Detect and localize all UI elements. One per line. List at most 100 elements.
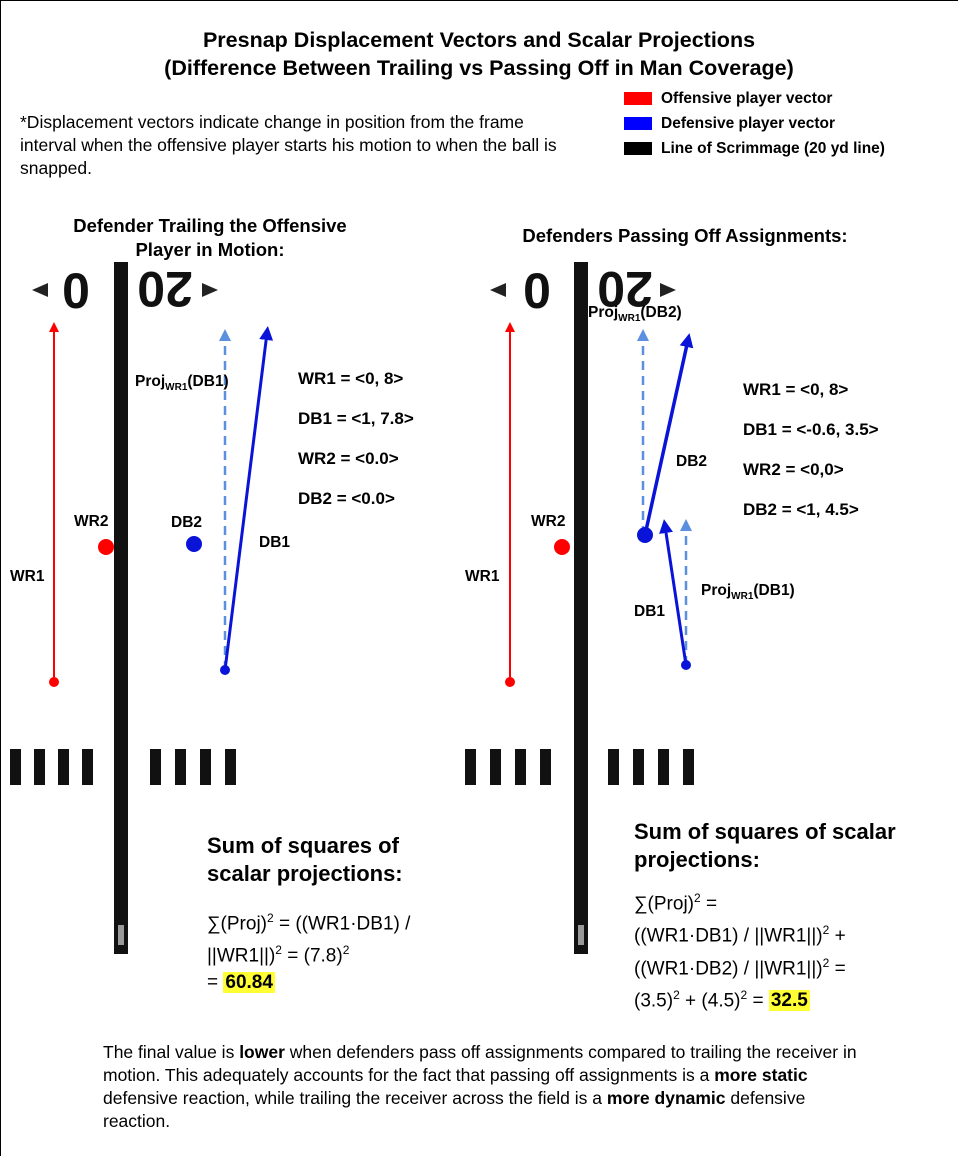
right-db1-origin bbox=[681, 660, 691, 670]
left-formula: ∑(Proj)2 = ((WR1·DB1) / ||WR1||)2 = (7.8… bbox=[207, 905, 410, 996]
right-direction-arrow-icon bbox=[490, 283, 506, 297]
proj-text: Proj bbox=[701, 582, 732, 599]
formula-text: + (4.5) bbox=[679, 990, 741, 1012]
right-sum-title-line-2: projections: bbox=[634, 847, 760, 872]
right-db2-dot bbox=[637, 527, 653, 543]
formula-text: = (7.8) bbox=[281, 945, 343, 967]
left-sum-title: Sum of squares of scalar projections: bbox=[207, 832, 403, 888]
right-proj-db1-label: ProjWR1(DB1) bbox=[701, 582, 795, 606]
left-field: 0 20 bbox=[10, 262, 274, 954]
conclusion-emphasis: more static bbox=[714, 1065, 808, 1085]
vector-entry: WR1 = <0, 8> bbox=[298, 369, 404, 388]
formula-text: + bbox=[829, 925, 846, 947]
legend-label: Offensive player vector bbox=[661, 89, 833, 107]
proj-subscript: WR1 bbox=[165, 382, 188, 394]
conclusion-emphasis: lower bbox=[239, 1042, 285, 1062]
right-vector-list: WR1 = <0, 8> DB1 = <-0.6, 3.5> WR2 = <0,… bbox=[743, 380, 879, 540]
conclusion-text: defensive reaction. bbox=[103, 1088, 806, 1131]
right-formula-line-4: (3.5)2 + (4.5)2 = 32.5 bbox=[634, 982, 846, 1014]
left-line-end-smudge bbox=[118, 925, 124, 945]
legend-swatch-red bbox=[624, 92, 652, 105]
vector-entry: DB1 = <1, 7.8> bbox=[298, 409, 414, 428]
legend-swatch-blue bbox=[624, 117, 652, 130]
left-wr1-label: WR1 bbox=[10, 568, 45, 585]
legend-label: Defensive player vector bbox=[661, 114, 836, 132]
conclusion-emphasis: more dynamic bbox=[606, 1088, 726, 1108]
right-result-value: 32.5 bbox=[768, 990, 810, 1012]
vector-entry: DB2 = <0.0> bbox=[298, 489, 395, 508]
exponent: 2 bbox=[694, 891, 701, 905]
right-sum-title-line-1: Sum of squares of scalar bbox=[634, 819, 896, 844]
proj-subscript: WR1 bbox=[618, 313, 641, 325]
left-db1-origin bbox=[220, 665, 230, 675]
left-db2-label: DB2 bbox=[171, 514, 203, 531]
exponent: 2 bbox=[342, 943, 350, 958]
sigma: ∑(Proj) bbox=[207, 913, 267, 935]
vector-entry: DB2 = <1, 4.5> bbox=[743, 500, 859, 519]
vector-entry: WR2 = <0,0> bbox=[743, 460, 844, 479]
frame-left-border bbox=[0, 0, 1, 1156]
left-wr2-label: WR2 bbox=[74, 513, 109, 530]
conclusion-paragraph: The final value is lower when defenders … bbox=[103, 1041, 863, 1133]
legend-item-scrimmage: Line of Scrimmage (20 yd line) bbox=[624, 136, 885, 161]
vector-entry: WR2 = <0.0> bbox=[298, 449, 399, 468]
right-db1-vector bbox=[659, 519, 688, 666]
proj-argument: (DB1) bbox=[753, 582, 795, 599]
exponent: 2 bbox=[673, 987, 680, 1002]
title-line-1: Presnap Displacement Vectors and Scalar … bbox=[202, 28, 756, 52]
right-wr2-dot bbox=[554, 539, 570, 555]
left-result-value: 60.84 bbox=[223, 971, 275, 993]
proj-text: Proj bbox=[588, 304, 619, 321]
left-scrimmage-line bbox=[114, 262, 128, 954]
left-yard-marker: 0 20 bbox=[32, 262, 218, 319]
exponent: 2 bbox=[275, 943, 282, 958]
exponent: 2 bbox=[267, 911, 274, 925]
right-field: 0 20 bbox=[465, 262, 694, 954]
left-title-line-1: Defender Trailing the Offensive bbox=[73, 215, 347, 236]
left-proj-label: ProjWR1(DB1) bbox=[135, 373, 229, 397]
right-formula-line-3: ((WR1·DB2) / ||WR1||)2 = bbox=[634, 950, 846, 982]
right-db2-vector bbox=[643, 333, 694, 536]
formula-text: (3.5) bbox=[634, 990, 674, 1012]
right-formula-line-1: ∑(Proj)2 = bbox=[634, 885, 846, 917]
right-db1-label: DB1 bbox=[634, 603, 666, 620]
left-wr1-origin bbox=[49, 677, 59, 687]
left-db1-vector bbox=[223, 326, 274, 671]
formula-text: ||WR1||) bbox=[207, 945, 276, 967]
right-wr2-label: WR2 bbox=[531, 513, 566, 530]
proj-argument: (DB2) bbox=[640, 304, 682, 321]
left-direction-arrow-icon bbox=[32, 283, 48, 297]
right-yard-digit: 0 bbox=[523, 263, 551, 319]
formula-text: ((WR1·DB1) / ||WR1||) bbox=[634, 925, 823, 947]
left-title-line-2: Player in Motion: bbox=[135, 239, 285, 260]
vector-entry: DB1 = <-0.6, 3.5> bbox=[743, 420, 879, 439]
legend-swatch-black bbox=[624, 142, 652, 155]
left-db1-label: DB1 bbox=[259, 534, 291, 551]
title-line-2: (Difference Between Trailing vs Passing … bbox=[164, 56, 794, 80]
formula-text: = bbox=[829, 957, 846, 979]
legend-label: Line of Scrimmage (20 yd line) bbox=[661, 139, 885, 157]
left-wr2-dot bbox=[98, 539, 114, 555]
left-sum-title-line-2: scalar projections: bbox=[207, 861, 403, 886]
exponent: 2 bbox=[740, 987, 748, 1002]
left-db2-dot bbox=[186, 536, 202, 552]
proj-argument: (DB1) bbox=[187, 373, 229, 390]
formula-text: = ((WR1·DB1) / bbox=[273, 913, 411, 935]
sigma: ∑(Proj) bbox=[634, 893, 694, 915]
left-panel-title: Defender Trailing the Offensive Player i… bbox=[20, 214, 400, 262]
legend-item-defense: Defensive player vector bbox=[624, 111, 885, 136]
right-yard-marker: 0 20 bbox=[490, 262, 676, 319]
formula-text: = bbox=[207, 971, 224, 993]
left-sum-title-line-1: Sum of squares of bbox=[207, 833, 399, 858]
left-direction-arrow-icon-2 bbox=[202, 283, 218, 297]
formula-text: = bbox=[747, 990, 769, 1012]
legend: Offensive player vector Defensive player… bbox=[624, 86, 885, 161]
left-yard-number: 20 bbox=[137, 262, 193, 317]
field-diagram: 0 20 0 20 bbox=[10, 262, 694, 954]
proj-subscript: WR1 bbox=[731, 591, 754, 603]
right-panel-title: Defenders Passing Off Assignments: bbox=[522, 225, 848, 246]
left-vector-list: WR1 = <0, 8> DB1 = <1, 7.8> WR2 = <0.0> … bbox=[298, 369, 414, 529]
frame-top-border bbox=[0, 0, 958, 1]
formula-text: = bbox=[700, 893, 718, 915]
conclusion-text: defensive reaction, while trailing the r… bbox=[103, 1088, 607, 1108]
